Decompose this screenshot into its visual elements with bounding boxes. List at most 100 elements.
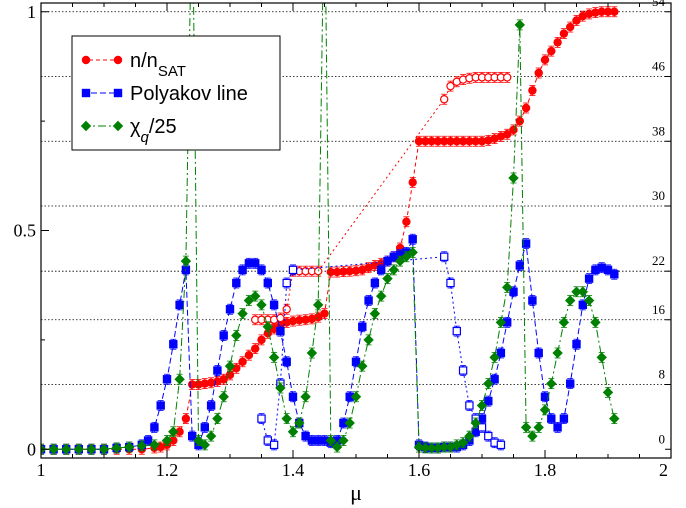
data-point xyxy=(143,436,153,445)
right-axis-label: 8 xyxy=(659,367,666,382)
data-point xyxy=(602,387,614,398)
x-tick-label: 1.2 xyxy=(156,460,179,480)
data-point xyxy=(218,391,229,402)
data-point xyxy=(212,413,223,424)
data-point xyxy=(294,417,305,429)
data-point xyxy=(251,259,260,268)
data-point xyxy=(175,300,184,310)
data-point xyxy=(262,321,274,332)
data-point xyxy=(470,417,481,429)
data-point xyxy=(224,360,236,372)
data-point xyxy=(288,392,298,401)
data-point xyxy=(136,440,148,451)
data-point xyxy=(520,422,532,433)
data-point xyxy=(263,278,273,288)
data-point xyxy=(225,305,235,314)
data-point xyxy=(564,295,576,306)
data-point xyxy=(464,430,475,442)
data-point xyxy=(566,22,575,32)
data-point xyxy=(288,265,298,275)
data-point xyxy=(521,103,531,113)
data-point xyxy=(490,375,499,384)
data-point xyxy=(174,374,185,385)
data-point xyxy=(394,255,406,267)
data-point xyxy=(496,440,506,450)
data-point xyxy=(188,431,197,441)
data-point xyxy=(257,265,266,275)
right-axis-label: 0 xyxy=(659,431,666,446)
right-axis-label: 22 xyxy=(652,253,665,268)
data-point xyxy=(263,436,273,445)
legend-box xyxy=(71,35,281,151)
data-point xyxy=(351,357,361,366)
data-point xyxy=(501,282,513,293)
data-point xyxy=(559,414,569,423)
data-point xyxy=(169,340,178,349)
series-4 xyxy=(41,3,620,455)
data-point xyxy=(238,357,247,366)
data-point xyxy=(547,46,556,56)
data-point xyxy=(282,305,291,314)
data-point xyxy=(268,352,280,363)
data-point xyxy=(269,300,279,310)
data-point xyxy=(357,360,368,372)
series-line xyxy=(255,76,508,321)
data-point xyxy=(370,278,380,288)
data-point xyxy=(243,295,255,306)
data-point xyxy=(375,290,387,302)
data-point xyxy=(301,431,310,441)
data-point xyxy=(458,366,468,375)
x-tick-label: 1 xyxy=(37,460,46,480)
data-point xyxy=(257,335,266,345)
y-tick-label: 0.5 xyxy=(14,221,37,241)
data-point xyxy=(306,347,318,359)
data-point xyxy=(257,414,266,423)
x-tick-label: 1.6 xyxy=(408,460,431,480)
data-point xyxy=(583,295,595,306)
data-point xyxy=(275,382,286,394)
data-point xyxy=(300,391,311,402)
data-point xyxy=(206,401,216,410)
data-point xyxy=(552,347,563,359)
data-point xyxy=(369,308,381,319)
data-point xyxy=(553,423,562,432)
right-axis-label: 46 xyxy=(652,59,666,74)
data-point xyxy=(81,55,91,65)
data-point xyxy=(401,251,412,262)
data-point xyxy=(547,414,556,423)
data-point xyxy=(282,278,291,288)
data-point xyxy=(577,286,589,297)
data-point xyxy=(244,350,254,360)
x-tick-label: 1.4 xyxy=(282,460,305,480)
series-line xyxy=(261,256,502,446)
data-point xyxy=(48,444,59,455)
data-point xyxy=(446,81,455,91)
data-point xyxy=(344,417,355,429)
series-3 xyxy=(257,251,506,451)
data-point xyxy=(534,348,543,358)
data-point xyxy=(205,430,217,442)
data-point xyxy=(533,422,544,433)
data-point xyxy=(521,239,531,248)
data-point xyxy=(446,278,455,288)
series-2 xyxy=(41,233,619,455)
data-point xyxy=(150,423,159,432)
right-axis-label: 30 xyxy=(652,188,665,203)
data-point xyxy=(314,266,323,276)
data-point xyxy=(60,444,72,455)
data-point xyxy=(572,16,581,25)
data-point xyxy=(276,326,285,336)
data-point xyxy=(219,375,228,384)
data-point xyxy=(528,86,537,95)
data-point xyxy=(219,331,228,340)
data-point xyxy=(509,287,518,296)
data-point xyxy=(281,413,292,424)
data-point xyxy=(484,396,493,406)
right-axis-label: 54 xyxy=(652,0,666,9)
data-point xyxy=(382,273,393,284)
data-point xyxy=(483,378,494,389)
data-point xyxy=(603,265,613,275)
data-point xyxy=(515,116,525,126)
data-point xyxy=(86,444,97,455)
